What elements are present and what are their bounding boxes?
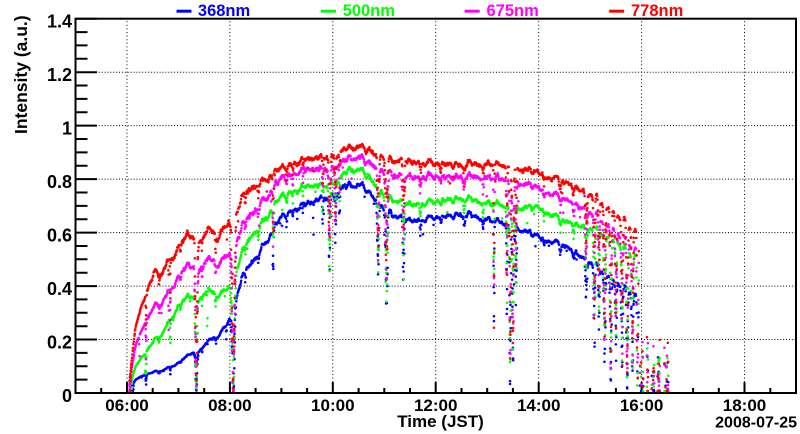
svg-text:1.4: 1.4: [47, 12, 72, 32]
svg-text:778nm: 778nm: [631, 2, 683, 20]
svg-text:368nm: 368nm: [198, 2, 250, 20]
svg-text:0.4: 0.4: [47, 279, 72, 299]
svg-text:10:00: 10:00: [311, 396, 354, 415]
svg-text:08:00: 08:00: [208, 396, 251, 415]
svg-text:2008-07-25: 2008-07-25: [715, 415, 797, 432]
svg-text:0: 0: [62, 386, 72, 406]
svg-text:06:00: 06:00: [105, 396, 148, 415]
svg-text:18:00: 18:00: [723, 396, 766, 415]
svg-text:0.8: 0.8: [47, 172, 72, 192]
svg-text:Intensity (a.u.): Intensity (a.u.): [11, 15, 31, 134]
svg-text:675nm: 675nm: [487, 2, 539, 20]
svg-text:16:00: 16:00: [620, 396, 663, 415]
svg-text:1.2: 1.2: [47, 65, 72, 85]
svg-text:14:00: 14:00: [517, 396, 560, 415]
svg-text:12:00: 12:00: [414, 396, 457, 415]
svg-text:1: 1: [62, 118, 72, 138]
svg-text:500nm: 500nm: [343, 2, 395, 20]
svg-text:0.2: 0.2: [47, 332, 72, 352]
svg-text:Time (JST): Time (JST): [397, 412, 484, 431]
svg-text:0.6: 0.6: [47, 225, 72, 245]
